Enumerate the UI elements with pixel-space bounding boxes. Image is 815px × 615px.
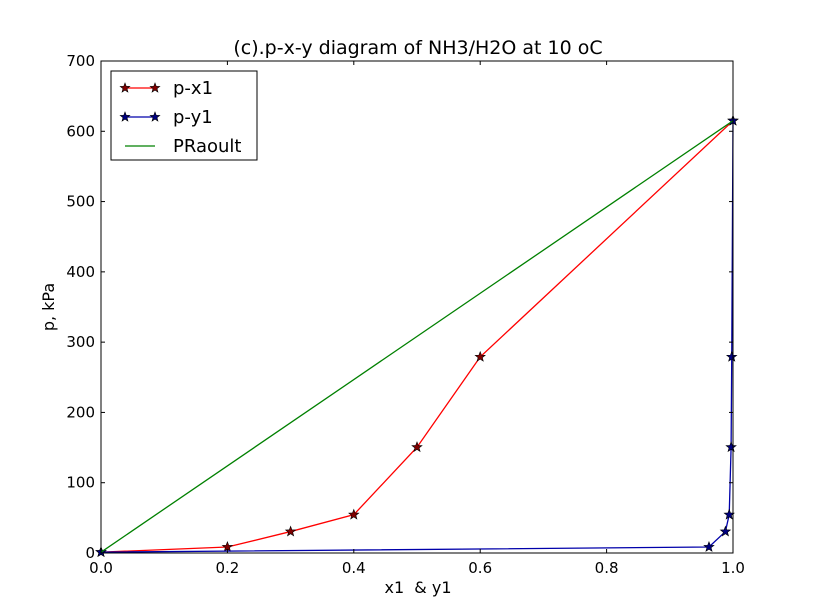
data-point-p-x1-5 [474,350,486,362]
series-line-praoult [100,120,734,553]
data-point-p-x1-2 [284,525,297,537]
data-point-p-y1-5 [725,350,738,362]
series-layer [95,114,739,558]
legend-marker-p-y1 [149,111,161,122]
x-axis-label: x1 & y1 [384,578,451,597]
legend-label-p-y1: p-y1 [173,107,213,128]
legend-marker-p-x1 [119,82,131,93]
y-tick-label: 700 [66,52,95,70]
legend-label-praoult: PRaoult [173,136,241,157]
y-tick-label: 100 [66,474,95,492]
data-point-p-y1-4 [725,441,737,453]
legend-entry-p-x1: p-x1 [119,78,213,99]
x-tick-label: 0.0 [89,559,113,577]
legend-marker-p-x1 [149,82,161,93]
legend-marker-p-y1 [119,111,131,122]
series-praoult [100,120,734,553]
chart-title: (c).p-x-y diagram of NH3/H2O at 10 oC [233,37,602,59]
x-tick-label: 0.4 [342,559,366,577]
data-point-p-y1-1 [703,540,715,552]
legend-entry-praoult: PRaoult [125,136,241,157]
y-tick-label: 200 [66,403,95,421]
legend: p-x1 p-y1 PRaoult [110,70,258,161]
legend-label-p-x1: p-x1 [173,78,213,99]
x-tick-label: 0.6 [468,559,492,577]
x-tick-label: 1.0 [721,559,745,577]
x-tick-label: 0.8 [595,559,619,577]
legend-entry-p-y1: p-y1 [119,107,213,128]
y-tick-label: 0 [85,544,95,562]
plot-frame [100,60,734,554]
series-p-y1 [95,114,739,558]
y-tick-label: 400 [66,263,95,281]
y-axis-label: p, kPa [39,283,58,331]
x-tick-label: 0.2 [215,559,239,577]
data-point-p-y1-2 [719,525,732,537]
data-point-p-x1-4 [411,441,423,453]
y-tick-label: 300 [66,333,95,351]
axes-layer: 0.0 0.2 0.4 0.6 0.8 1.0 0 100 200 300 400 500 600 700 [66,52,745,577]
data-point-p-x1-3 [348,508,360,520]
y-tick-label: 500 [66,193,95,211]
y-tick-label: 600 [66,122,95,140]
legend-box [110,70,258,161]
